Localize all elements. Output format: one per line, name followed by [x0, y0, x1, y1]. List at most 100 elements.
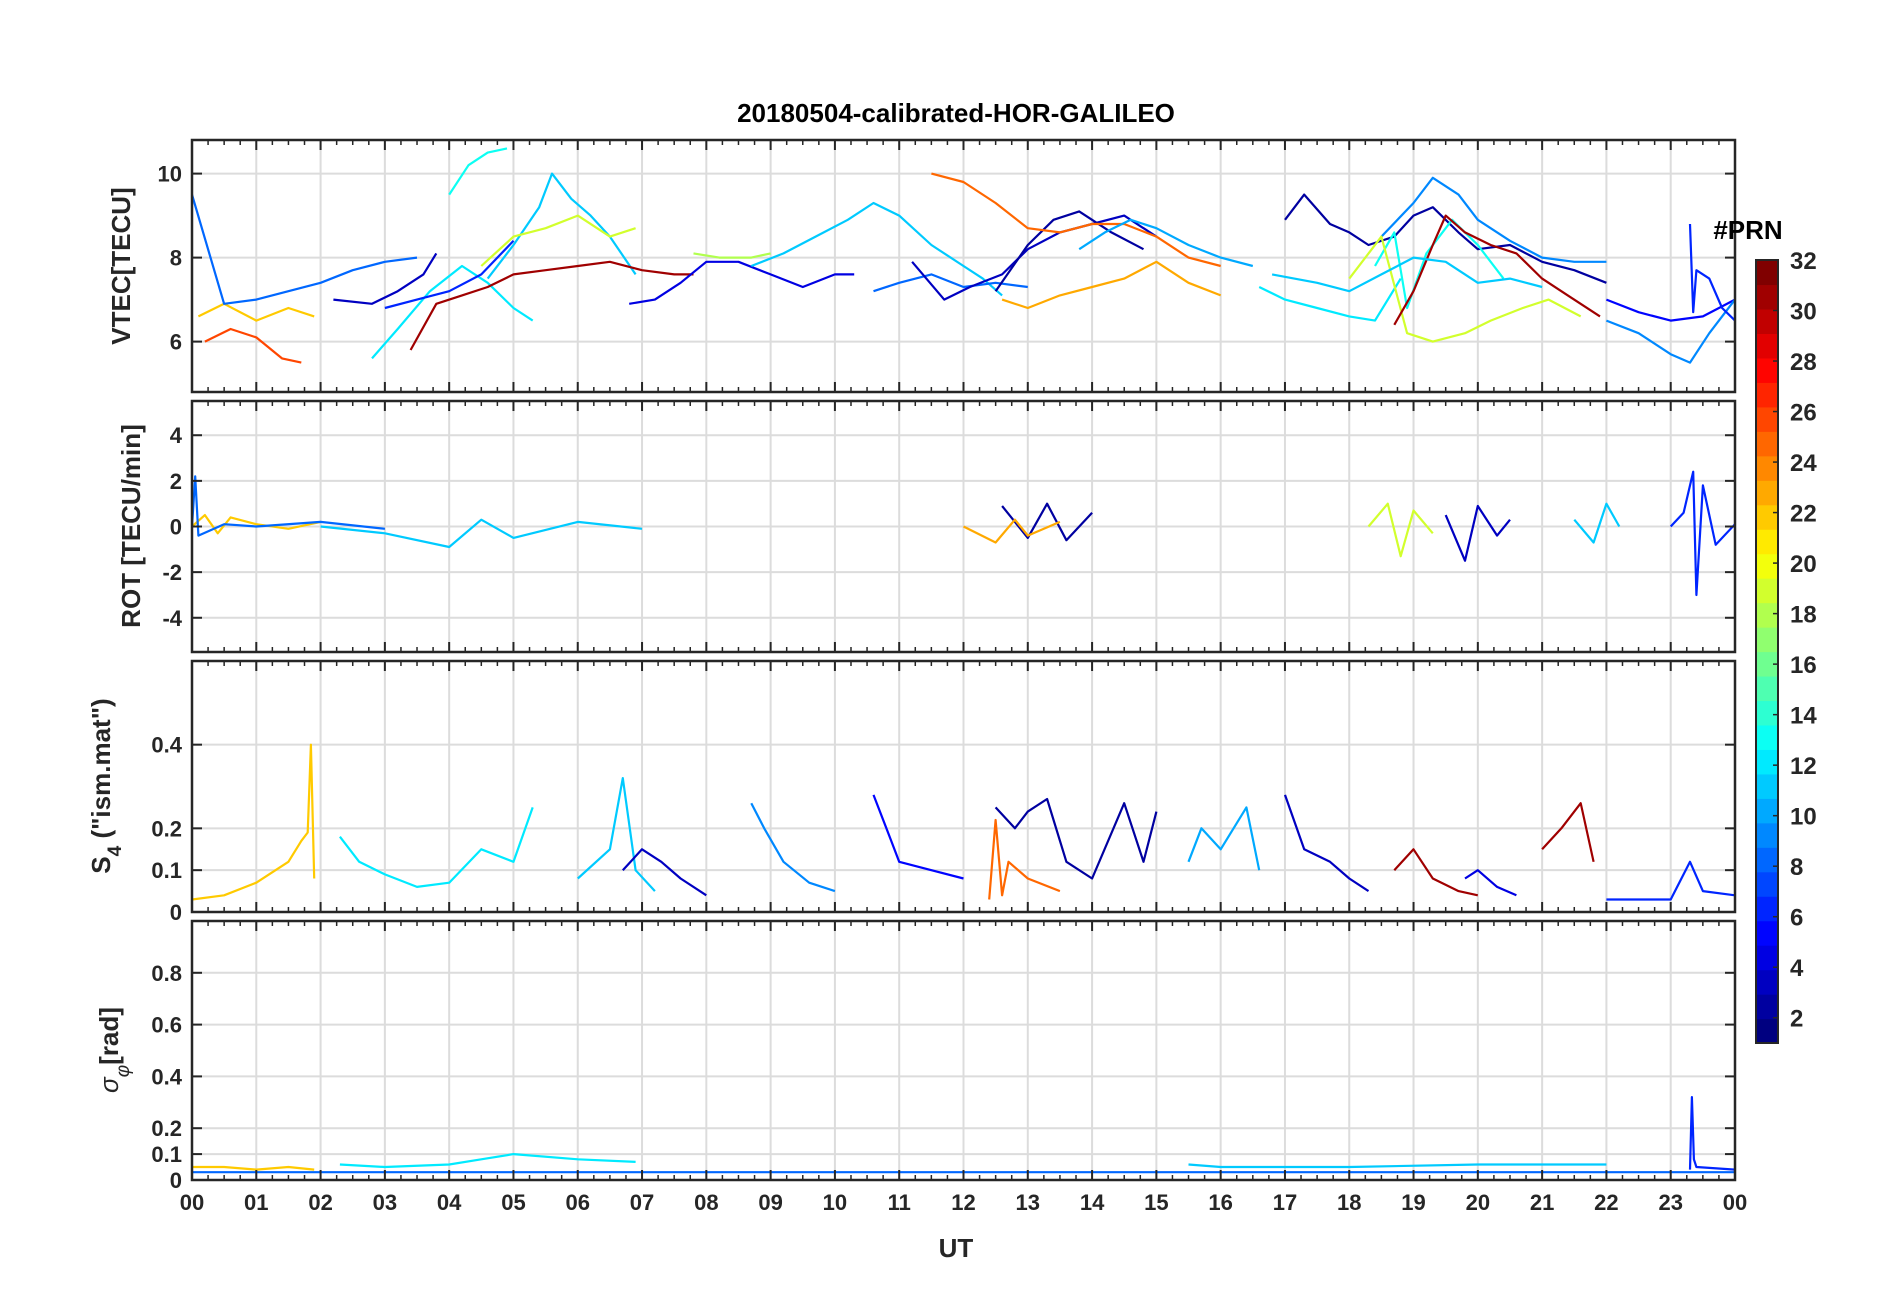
- x-tick-label: 09: [758, 1190, 782, 1215]
- colorbar-segment: [1756, 308, 1778, 335]
- colorbar-segment: [1756, 700, 1778, 726]
- x-tick-label: 19: [1401, 1190, 1425, 1215]
- x-tick-label: 06: [566, 1190, 590, 1215]
- colorbar-tick-label: 22: [1790, 501, 1817, 528]
- series-line-prn-4: [1464, 869, 1517, 897]
- colorbar-segment: [1756, 455, 1778, 481]
- x-axis-label: UT: [939, 1233, 974, 1263]
- colorbar-segment: [1756, 724, 1778, 750]
- series-line-prn-25: [931, 172, 1221, 268]
- colorbar-segment: [1756, 602, 1778, 628]
- colorbar-segment: [1756, 920, 1778, 946]
- series-line-prn-2: [994, 210, 1145, 292]
- y-tick-label: 6: [170, 330, 182, 355]
- x-tick-label: 02: [308, 1190, 332, 1215]
- series-line-prn-22: [192, 1165, 315, 1171]
- x-tick-label: 18: [1337, 1190, 1361, 1215]
- x-tick-label: 22: [1594, 1190, 1618, 1215]
- y-tick-label: 2: [170, 469, 182, 494]
- series-line-prn-6: [1688, 223, 1735, 322]
- series-line-prn-22: [192, 743, 316, 901]
- series-line-prn-11: [1271, 256, 1543, 293]
- series-line-prn-11: [1188, 1163, 1607, 1169]
- colorbar-segment: [1756, 847, 1778, 873]
- y-tick-label: 0.1: [151, 1142, 182, 1167]
- colorbar-segment: [1756, 284, 1778, 310]
- series-line-prn-31: [1541, 802, 1595, 863]
- colorbar-segment: [1756, 822, 1778, 848]
- series-line-prn-11: [486, 172, 637, 280]
- x-tick-label: 20: [1466, 1190, 1490, 1215]
- series-line-prn-26: [204, 327, 302, 364]
- series-line-prn-18: [693, 252, 771, 259]
- series-line-prn-8: [192, 194, 418, 305]
- x-tick-label: 14: [1080, 1190, 1105, 1215]
- chart-title: 20180504-calibrated-HOR-GALILEO: [737, 98, 1175, 128]
- colorbar-tick-label: 18: [1790, 602, 1817, 629]
- x-tick-label: 16: [1208, 1190, 1232, 1215]
- series-line-prn-8: [192, 475, 386, 537]
- colorbar-segment: [1756, 651, 1778, 677]
- y-tick-label: 0.2: [151, 1116, 182, 1141]
- colorbar-tick-label: 2: [1790, 1006, 1803, 1033]
- colorbar-segment: [1756, 945, 1778, 971]
- series-line-prn-19: [1367, 502, 1434, 558]
- colorbar-segment: [1756, 798, 1778, 824]
- series-line-prn-11: [577, 776, 656, 892]
- colorbar-segment: [1756, 431, 1778, 457]
- colorbar-tick-label: 26: [1790, 400, 1817, 427]
- colorbar-segment: [1756, 529, 1778, 555]
- x-tick-label: 21: [1530, 1190, 1554, 1215]
- y-axis-label-s4: S4 ("ism.mat"): [86, 698, 126, 873]
- series-line-prn-23: [1001, 260, 1222, 310]
- y-axis-label-rot: ROT [TECU/min]: [116, 424, 146, 628]
- colorbar-segment: [1756, 969, 1778, 995]
- series-group: [192, 743, 1735, 901]
- series-line-prn-31: [409, 260, 694, 351]
- series-line-prn-22: [197, 302, 315, 322]
- series-line-prn-12: [371, 264, 534, 360]
- colorbar-segment: [1756, 773, 1778, 799]
- series-line-prn-9: [1605, 298, 1735, 364]
- panel-rot: -4 -2 0 2 4 ROT [TECU/min]: [116, 399, 1737, 654]
- colorbar-tick-label: 16: [1790, 652, 1817, 679]
- series-line-prn-5: [1605, 298, 1735, 322]
- colorbar-segment: [1756, 994, 1778, 1020]
- colorbar-segment: [1756, 504, 1778, 530]
- x-tick-label: 01: [244, 1190, 268, 1215]
- colorbar-tick-label: 14: [1790, 703, 1817, 730]
- colorbar-tick-label: 28: [1790, 349, 1817, 376]
- series-group: [192, 147, 1735, 364]
- colorbar-tick-label: 12: [1790, 753, 1817, 780]
- series-line-prn-3: [1444, 504, 1511, 562]
- series-line-prn-31: [1393, 214, 1601, 326]
- x-tick-label: 04: [437, 1190, 462, 1215]
- series-line-prn-3: [333, 252, 438, 305]
- x-tick-label: 00: [180, 1190, 204, 1215]
- colorbar-segment: [1756, 357, 1778, 383]
- x-tick-label: 00: [1723, 1190, 1747, 1215]
- series-line-prn-3: [1283, 794, 1370, 893]
- series-line-prn-31: [1393, 848, 1479, 897]
- y-tick-label: 0.6: [151, 1013, 182, 1038]
- colorbar-segment: [1756, 871, 1778, 897]
- series-line-prn-2: [1001, 502, 1093, 542]
- series-line-prn-5: [872, 794, 964, 880]
- colorbar-tick-label: 30: [1790, 299, 1817, 326]
- colorbar-tick-label: 8: [1790, 854, 1803, 881]
- series-line-prn-3: [911, 214, 1158, 301]
- y-tick-label: 4: [170, 423, 183, 448]
- y-tick-label: 0.8: [151, 961, 182, 986]
- series-line-prn-12: [1258, 278, 1402, 322]
- series-line-prn-6: [384, 240, 515, 310]
- y-tick-label: 10: [158, 162, 182, 187]
- y-tick-label: -4: [162, 606, 182, 631]
- series-line-prn-13: [448, 147, 508, 196]
- y-tick-label: 8: [170, 246, 182, 271]
- x-tick-label: 05: [501, 1190, 525, 1215]
- panel-s4: 0 0.1 0.2 0.4 S4 ("ism.mat"): [86, 659, 1737, 925]
- series-line-prn-25: [988, 818, 1061, 900]
- colorbar-segment: [1756, 480, 1778, 506]
